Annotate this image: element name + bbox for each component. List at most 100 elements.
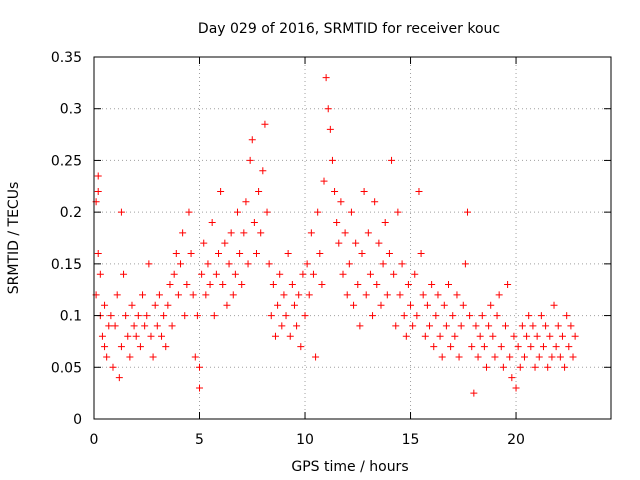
data-point-marker [295,291,303,299]
data-point-marker [497,343,505,351]
data-point-marker [301,312,309,320]
data-point-marker [189,291,197,299]
data-point-marker [244,260,252,268]
data-point-marker [421,332,429,340]
data-point-marker [196,384,204,392]
data-point-marker [113,291,121,299]
data-point-marker [269,281,277,289]
data-point-marker [407,301,415,309]
data-point-marker [565,343,573,351]
data-point-marker [233,208,241,216]
data-point-marker [94,187,102,195]
data-point-marker [377,301,385,309]
data-point-marker [394,208,402,216]
data-point-marker [312,353,320,361]
data-point-marker [350,301,358,309]
data-point-marker [172,250,180,258]
data-point-marker [164,301,172,309]
data-point-marker [299,270,307,278]
data-point-marker [240,229,248,237]
data-point-marker [331,187,339,195]
data-point-marker [487,301,495,309]
data-point-marker [120,270,128,278]
data-point-marker [276,270,284,278]
data-point-marker [506,353,514,361]
data-point-marker [305,291,313,299]
data-point-marker [238,281,246,289]
data-point-marker [569,353,577,361]
data-point-marker [111,322,119,330]
data-point-marker [554,322,562,330]
data-point-marker [409,322,417,330]
data-point-marker [141,322,149,330]
data-point-marker [556,353,564,361]
data-point-marker [508,374,516,382]
data-point-marker [542,322,550,330]
data-point-marker [489,332,497,340]
data-point-marker [533,332,541,340]
data-point-marker [442,322,450,330]
data-point-marker [358,250,366,258]
data-point-marker [347,208,355,216]
data-point-marker [246,156,254,164]
data-point-marker [98,332,106,340]
data-point-marker [261,120,269,128]
data-point-marker [153,322,161,330]
data-point-marker [309,270,317,278]
y-axis-label: SRMTID / TECUs [6,182,22,295]
y-tick-label: 0.2 [60,205,82,221]
data-point-marker [122,312,130,320]
x-tick-label: 15 [402,432,420,448]
data-point-marker [147,332,155,340]
data-point-marker [558,332,566,340]
data-point-marker [455,353,463,361]
data-point-marker [181,312,189,320]
data-point-marker [134,312,142,320]
data-point-marker [478,312,486,320]
data-point-marker [520,353,528,361]
data-point-marker [225,260,233,268]
data-point-marker [297,343,305,351]
data-point-marker [267,312,275,320]
data-point-marker [396,291,404,299]
data-point-marker [398,260,406,268]
data-point-marker [426,322,434,330]
data-point-marker [563,312,571,320]
x-tick-label: 20 [507,432,525,448]
data-point-marker [107,312,115,320]
data-point-marker [527,343,535,351]
data-point-marker [255,187,263,195]
data-point-marker [366,270,374,278]
data-point-marker [200,239,208,247]
data-point-marker [369,312,377,320]
data-point-marker [516,363,524,371]
data-point-marker [470,389,478,397]
data-point-marker [183,281,191,289]
data-point-marker [236,250,244,258]
data-point-marker [480,343,488,351]
data-point-marker [282,312,290,320]
data-point-marker [404,281,412,289]
data-point-marker [356,322,364,330]
data-point-marker [546,332,554,340]
x-tick-labels: 0 5 10 15 20 [90,432,525,448]
data-point-marker [333,218,341,226]
data-point-marker [402,332,410,340]
data-point-marker [383,291,391,299]
axis-ticks [93,56,611,420]
data-point-marker [371,198,379,206]
data-point-marker [504,281,512,289]
data-point-marker [139,291,147,299]
data-point-marker [434,291,442,299]
data-point-marker [362,291,370,299]
data-point-marker [124,332,132,340]
data-point-marker [337,198,345,206]
data-point-marker [352,239,360,247]
data-point-marker [390,270,398,278]
data-point-marker [288,281,296,289]
data-point-marker [539,343,547,351]
data-point-marker [537,312,545,320]
data-point-marker [145,260,153,268]
data-point-marker [535,353,543,361]
data-point-marker [373,281,381,289]
